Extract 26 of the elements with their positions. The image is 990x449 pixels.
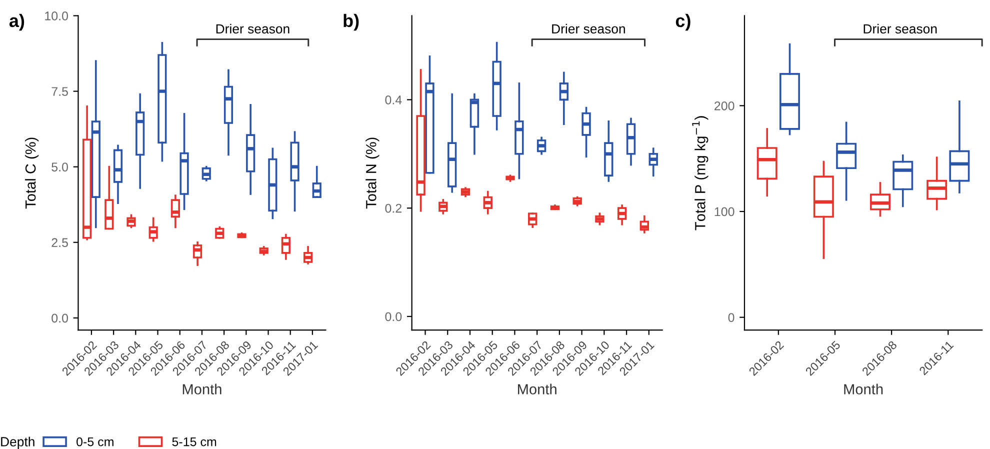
- y-tick-label: 2.5: [52, 238, 68, 248]
- legend-label: 5-15 cm: [172, 437, 216, 446]
- legend-title: Depth: [1, 436, 34, 449]
- legend-label: 0-5 cm: [76, 437, 114, 446]
- annotation: Drier season: [864, 24, 937, 34]
- y-tick-label: 7.5: [52, 87, 68, 96]
- y-tick-label: 200: [714, 101, 734, 110]
- chart-title: a): [9, 14, 24, 31]
- y-tick-label: 0.2: [385, 204, 402, 213]
- y-tick-label: 10.0: [45, 12, 68, 20]
- y-tick-label: 0.0: [385, 312, 402, 322]
- y-axis-title: Total C (%): [25, 138, 39, 209]
- y-tick-label: 0.4: [385, 96, 402, 104]
- x-axis-title: Month: [844, 384, 883, 394]
- x-axis-title: Month: [518, 384, 556, 394]
- y-tick-label: 0.0: [52, 314, 68, 323]
- chart-title: b): [344, 14, 359, 31]
- y-axis-title: Total P (mg kg$^{−1}$): [692, 116, 708, 230]
- chart-title: c): [676, 14, 690, 31]
- annotation: Drier season: [552, 24, 625, 34]
- x-axis-title: Month: [182, 384, 222, 394]
- y-tick-label: 100: [714, 207, 734, 216]
- annotation: Drier season: [216, 24, 290, 34]
- y-axis-title: Total N (%): [366, 138, 380, 209]
- y-tick-label: 0: [728, 313, 734, 322]
- y-tick-label: 5.0: [52, 162, 68, 172]
